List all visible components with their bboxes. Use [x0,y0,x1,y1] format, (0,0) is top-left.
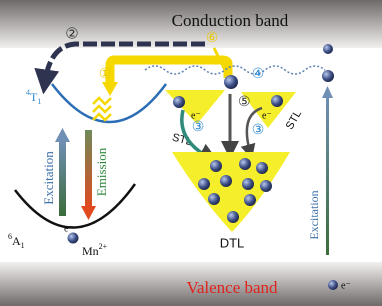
electron-label: e⁻ [64,223,74,234]
arrow-head [102,82,118,96]
electron [322,70,334,82]
arrow-head [81,206,96,220]
tunneling-wave [145,66,325,74]
electron [328,280,338,290]
electron [271,95,283,107]
transfer-arrow [110,60,228,84]
step-3: ③ [252,123,265,138]
electron [224,75,238,89]
ion-label: Mn2+ [82,242,108,258]
step-4: ④ [252,67,265,82]
excitation-label: Excitation [307,190,321,239]
valence-label: Valence band [186,278,278,297]
ground-state-curve [15,184,135,228]
electron-label: e⁻ [262,110,272,121]
step-2: ② [65,26,78,42]
ground-level-label: 6A1 [8,232,25,250]
dtl-label: DTL [220,235,245,250]
emission-arrow [85,130,92,208]
emission-label: Emission [94,147,109,196]
conduction-label: Conduction band [172,11,289,30]
arrow-head [55,128,70,142]
step-3: ③ [192,120,205,135]
electron-label: e⁻ [341,280,351,291]
electron [173,96,185,108]
step-5: ⑤ [238,95,251,110]
diagram: Conduction band Valence band Excitation … [0,0,382,306]
excitation-arrow [326,95,329,255]
stl-label: STL [284,108,304,131]
excitation-arrow [59,140,66,216]
excited-level-label: 4T1 [26,88,41,106]
step-1: ① [99,67,112,82]
electron [323,44,333,54]
step-6: ⑥ [206,31,219,46]
excitation-label: Excitation [41,151,56,205]
arrow-head [322,86,333,98]
relaxation-wave [93,98,111,120]
